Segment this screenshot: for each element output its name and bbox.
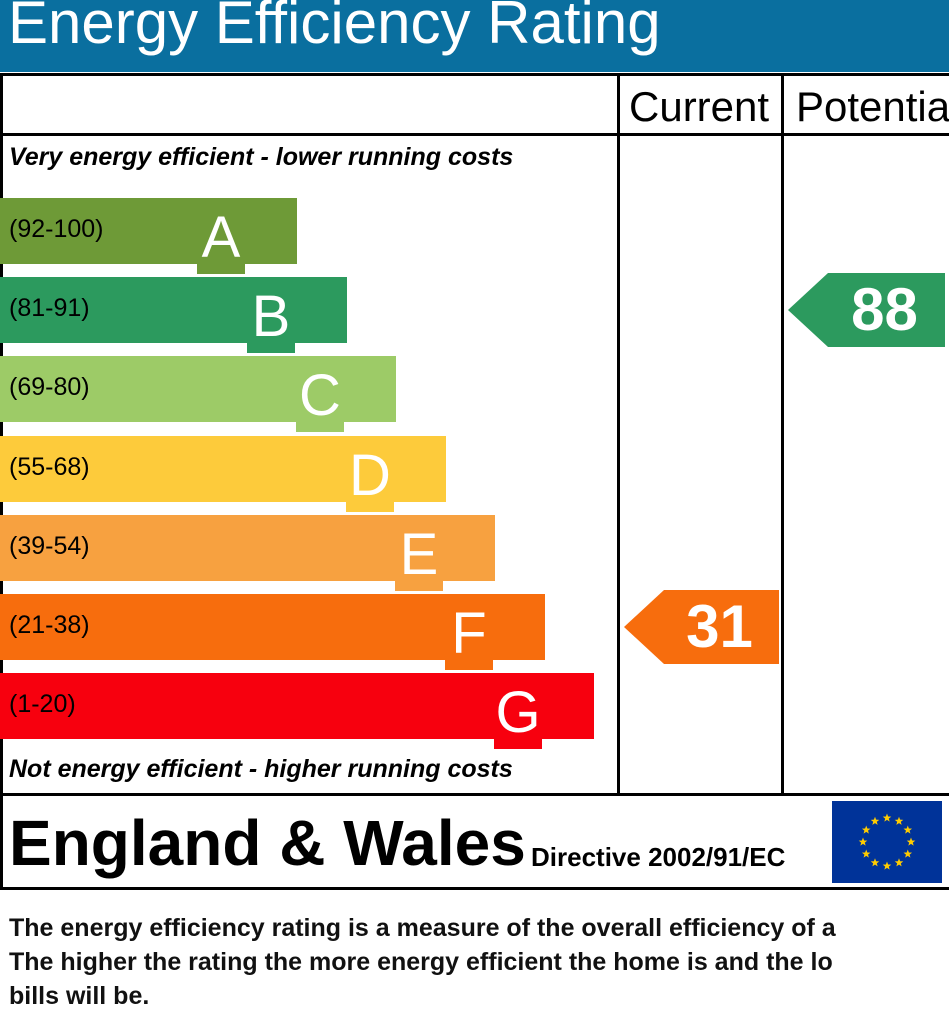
description-line-2: The higher the rating the more energy ef…	[9, 948, 833, 976]
eu-star-icon	[894, 816, 904, 825]
eu-star-icon	[882, 861, 892, 870]
footer-directive: Directive 2002/91/EC	[531, 842, 786, 872]
footer-bottom-line	[0, 887, 949, 890]
band-letter: D	[346, 440, 394, 512]
potential-rating-arrow-shape	[788, 273, 945, 347]
band-range-label: (55-68)	[9, 453, 90, 481]
potential-column-header: Potential	[796, 86, 949, 128]
footer-region: England & Wales	[9, 807, 526, 879]
band-letter: B	[247, 281, 295, 353]
band-letter: E	[395, 519, 443, 591]
band-d: (55-68) D	[0, 436, 446, 512]
band-b: (81-91) B	[0, 277, 347, 353]
band-f: (21-38) F	[0, 594, 545, 670]
band-g: (1-20) G	[0, 673, 594, 749]
current-column-header: Current	[629, 86, 770, 128]
eu-star-icon	[861, 849, 871, 858]
band-range-label: (92-100)	[9, 215, 104, 243]
current-rating-arrow-shape	[624, 590, 779, 664]
page-title: Energy Efficiency Rating	[8, 0, 661, 56]
band-a: (92-100) A	[0, 198, 297, 274]
band-range-label: (21-38)	[9, 611, 90, 639]
potential-rating-arrow: 88	[788, 273, 945, 347]
description-text: The energy efficiency rating is a measur…	[9, 911, 949, 1013]
current-rating-arrow-value: 31	[686, 593, 753, 660]
potential-column-divider	[781, 73, 784, 796]
top-caption: Very energy efficient - lower running co…	[9, 143, 514, 171]
eu-star-icon	[858, 837, 868, 846]
band-c: (69-80) C	[0, 356, 396, 432]
eu-star-icon	[903, 825, 913, 834]
eu-star-icon	[870, 858, 880, 867]
eu-flag-icon	[832, 801, 942, 883]
eu-star-icon	[870, 816, 880, 825]
band-range-label: (81-91)	[9, 294, 90, 322]
eu-star-icon	[906, 837, 916, 846]
band-letter: G	[494, 677, 542, 749]
eu-star-icon	[894, 858, 904, 867]
band-letter: F	[445, 598, 493, 670]
eu-star-icon	[903, 849, 913, 858]
band-range-label: (39-54)	[9, 532, 90, 560]
band-letter: A	[197, 202, 245, 274]
band-range-label: (1-20)	[9, 690, 76, 718]
potential-rating-arrow-value: 88	[851, 276, 918, 343]
band-e: (39-54) E	[0, 515, 495, 591]
eu-star-icon	[861, 825, 871, 834]
band-range-label: (69-80)	[9, 373, 90, 401]
eu-star-icon	[882, 813, 892, 822]
bottom-caption: Not energy efficient - higher running co…	[9, 755, 513, 783]
chart-bottom-line	[0, 793, 949, 796]
description-line-3: bills will be.	[9, 982, 150, 1010]
frame-top-line	[0, 73, 949, 76]
current-rating-arrow: 31	[624, 590, 779, 664]
current-column-divider	[617, 73, 620, 796]
description-line-1: The energy efficiency rating is a measur…	[9, 914, 836, 942]
header-bar: Energy Efficiency Rating	[0, 0, 949, 72]
header-divider-line	[0, 133, 949, 136]
band-letter: C	[296, 360, 344, 432]
